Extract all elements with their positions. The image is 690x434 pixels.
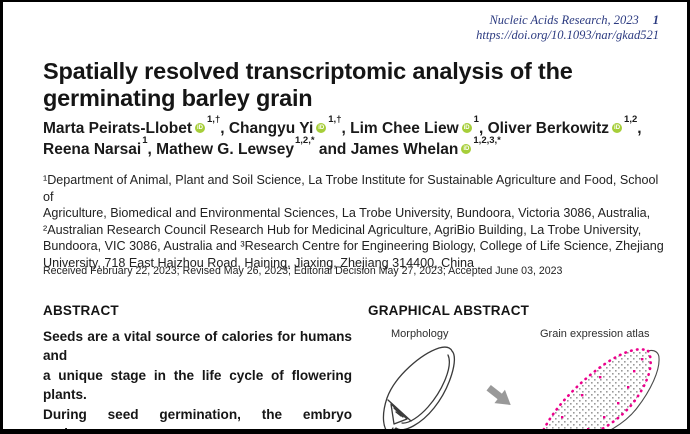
abstract-heading: ABSTRACT [43,303,119,318]
grain-morphology-drawing [382,346,456,429]
atlas-label: Grain expression atlas [540,328,650,340]
arrow-icon [486,385,511,406]
dates-line: Received February 22, 2023; Revised May … [43,265,563,277]
author-superscript: 1 [473,113,479,125]
author-name: Lim Chee Liew iD1 [350,113,479,137]
author-name: Oliver Berkowitz iD1,2 [487,113,638,137]
author-name: Reena Narsai1 [43,134,148,158]
author-superscript: 1,2 [624,113,638,125]
author-name: Changyu Yi iD1,† [228,113,342,137]
author-name: James Whelan iD1,2,3,* [350,134,501,158]
author-superscript: 1 [142,134,148,146]
graphical-abstract-section: GRAPHICAL ABSTRACT [368,303,668,318]
morphology-label: Morphology [391,328,449,340]
orcid-icon[interactable]: iD [316,123,327,133]
author-superscript: 1,2,3,* [473,134,501,146]
page-number: 1 [652,13,659,27]
page-title: Spatially resolved transcriptomic analys… [43,58,573,111]
author-superscript: 1,† [328,113,342,125]
orcid-icon[interactable]: iD [195,123,206,133]
author-list: Marta Peirats-Llobet iD1,†, Changyu Yi iD1… [43,113,642,158]
affiliations: ¹Department of Animal, Plant and Soil Sc… [43,173,664,270]
journal-header: Nucleic Acids Research, 2023 1 https://do… [476,13,659,42]
orcid-icon[interactable]: iD [461,144,472,154]
author-name: Mathew G. Lewsey1,2,* [156,134,315,158]
author-superscript: 1,2,* [294,134,315,146]
graphical-abstract-heading: GRAPHICAL ABSTRACT [368,303,530,318]
doi-link[interactable]: https://doi.org/10.1093/nar/gkad521 [476,27,659,42]
orcid-icon[interactable]: iD [461,123,472,133]
orcid-icon[interactable]: iD [612,123,623,133]
author-name: Marta Peirats-Llobet iD1,† [43,113,221,137]
author-superscript: 1,† [207,113,221,125]
journal-name-line: Nucleic Acids Research, 2023 1 [476,13,659,28]
abstract-section: ABSTRACT Seeds are a vital source of cal… [43,303,352,434]
journal-name: Nucleic Acids Research, 2023 [489,13,639,27]
grain-expression-atlas-drawing [542,348,660,429]
abstract-text: Seeds are a vital source of calories for… [43,329,352,434]
